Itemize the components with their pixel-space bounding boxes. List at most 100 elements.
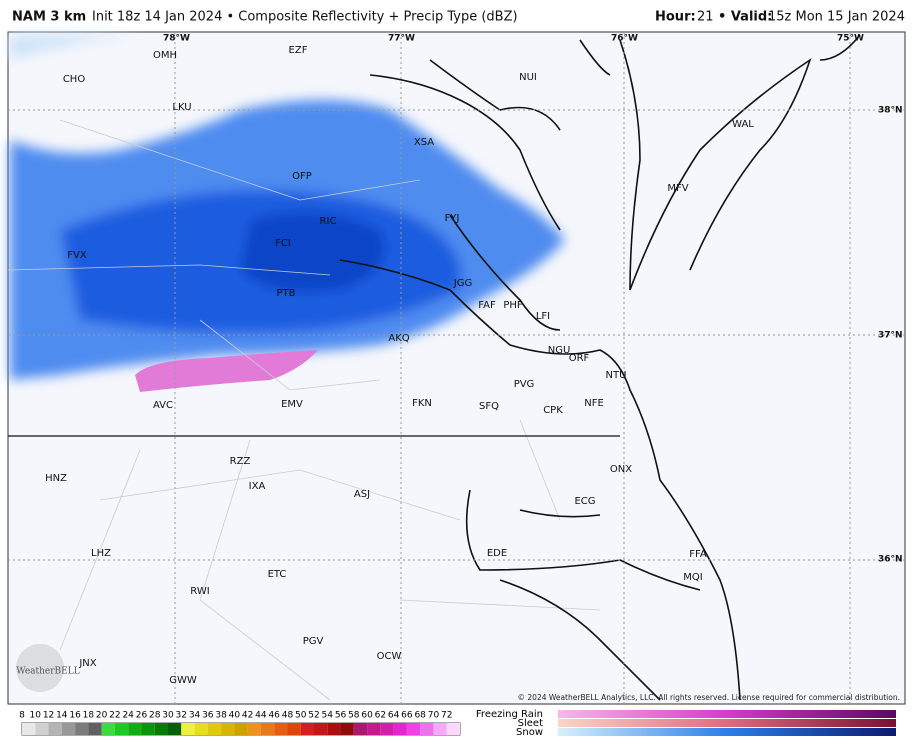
- scale-label: 60: [361, 711, 373, 721]
- scale-swatch: [247, 723, 261, 735]
- freezing-rain-area: [135, 350, 318, 392]
- scale-swatch: [367, 723, 381, 735]
- precip: [10, 35, 565, 380]
- station-label: ORF: [569, 353, 590, 364]
- scale-label: 62: [375, 711, 386, 721]
- scale-swatch: [221, 723, 235, 735]
- scale-label: 24: [122, 711, 134, 721]
- scale-label: 38: [215, 711, 227, 721]
- scale-label: 16: [69, 711, 81, 721]
- scale-swatch: [260, 723, 275, 735]
- scale-swatch: [114, 723, 129, 735]
- scale-swatch: [48, 723, 62, 735]
- station-label: FVX: [67, 250, 87, 261]
- type-label: Sleet: [518, 718, 543, 729]
- scale-label: 52: [308, 711, 319, 721]
- scale-label: 22: [109, 711, 120, 721]
- scale-swatch: [446, 723, 460, 735]
- logo: WeatherBELL: [16, 667, 79, 677]
- scale-label: 8: [19, 711, 25, 721]
- lon-label: 76°W: [611, 34, 638, 44]
- station-label: NFE: [584, 398, 604, 409]
- graticule: [8, 32, 905, 704]
- scale-swatch: [287, 723, 301, 735]
- scale-swatch: [353, 723, 368, 735]
- scale-label: 26: [136, 711, 148, 721]
- scale-label: 34: [189, 711, 201, 721]
- scale-swatch: [340, 723, 354, 735]
- scale-swatch: [380, 723, 394, 735]
- legend: Freezing Rain Sleet Snow 8 10 12 14 16 18 20 22…: [19, 709, 896, 738]
- scale-label: 40: [229, 711, 241, 721]
- station-label: MQI: [683, 572, 702, 583]
- scale-swatch: [22, 723, 36, 735]
- scale-label: 36: [202, 711, 214, 721]
- map: 78°W 77°W 76°W 75°W 38°N 37°N 36°N OMH EZ…: [7, 31, 906, 705]
- scale-label: 64: [388, 711, 400, 721]
- scale-swatch: [141, 723, 155, 735]
- scale-swatch: [314, 723, 328, 735]
- sleet-bar: [558, 719, 896, 727]
- scale-swatch: [406, 723, 421, 735]
- scale-swatch: [61, 723, 76, 735]
- station-label: OFP: [292, 171, 312, 182]
- type-label: Freezing Rain: [476, 709, 543, 720]
- station-label: EDE: [487, 548, 507, 559]
- scale-label: 70: [428, 711, 440, 721]
- station-label: XSA: [414, 137, 434, 148]
- scale-label: 50: [295, 711, 307, 721]
- station-label: RZZ: [230, 456, 251, 467]
- graticule-labels: 78°W 77°W 76°W 75°W 38°N 37°N 36°N: [163, 34, 903, 565]
- station-label: FCI: [275, 238, 291, 249]
- lon-label: 75°W: [837, 34, 864, 44]
- station-label: ECG: [574, 496, 595, 507]
- freezing-rain-bar: [558, 710, 896, 718]
- scale-swatch: [181, 723, 195, 735]
- county-lines: [7, 119, 601, 701]
- copyright: © 2024 WeatherBELL Analytics, LLC. All r…: [518, 693, 900, 702]
- scale-label: 54: [322, 711, 334, 721]
- station-label: FFA: [689, 549, 707, 560]
- scale-swatch: [101, 723, 115, 735]
- station-label: NUI: [519, 72, 537, 83]
- stations: OMH EZF CHO NUI LKU XSA WAL OFP MFV RIC FYJ FCI FVX J…: [45, 45, 754, 686]
- scale-swatch: [168, 723, 182, 735]
- scale-label: 42: [242, 711, 253, 721]
- valid-label: • Valid:: [718, 10, 772, 25]
- scale-swatch: [88, 723, 102, 735]
- hour: 21: [697, 10, 714, 25]
- scale-label: 28: [149, 711, 161, 721]
- station-label: PVG: [514, 379, 535, 390]
- header: NAM 3 km Init 18z 14 Jan 2024 • Composit…: [12, 10, 905, 25]
- station-label: LHZ: [91, 548, 111, 559]
- station-label: OCW: [377, 651, 402, 662]
- valid: 15z Mon 15 Jan 2024: [768, 10, 905, 25]
- scale-label: 10: [30, 711, 42, 721]
- station-label: FAF: [478, 300, 496, 311]
- scale-label: 18: [83, 711, 95, 721]
- station-label: RIC: [320, 216, 337, 227]
- description: Init 18z 14 Jan 2024 • Composite Reflect…: [92, 10, 518, 25]
- lon-label: 77°W: [388, 34, 415, 44]
- scale-label: 12: [43, 711, 54, 721]
- lat-label: 36°N: [878, 555, 903, 565]
- snow-bar: [558, 728, 896, 736]
- scale-swatch: [433, 723, 447, 735]
- station-label: WAL: [732, 119, 754, 130]
- scale-label: 44: [255, 711, 267, 721]
- scale-swatch: [35, 723, 49, 735]
- station-label: PTB: [277, 288, 296, 299]
- station-label: AKQ: [388, 333, 409, 344]
- station-label: FKN: [412, 398, 432, 409]
- logo-globe: [16, 644, 64, 692]
- scale-swatch: [300, 723, 314, 735]
- scale-label: 72: [441, 711, 452, 721]
- station-label: FYJ: [445, 213, 460, 224]
- station-label: PGV: [303, 636, 324, 647]
- station-label: ONX: [610, 464, 632, 475]
- station-label: LFI: [536, 311, 550, 322]
- lon-label: 78°W: [163, 34, 190, 44]
- station-label: HNZ: [45, 473, 67, 484]
- scale-swatch: [154, 723, 168, 735]
